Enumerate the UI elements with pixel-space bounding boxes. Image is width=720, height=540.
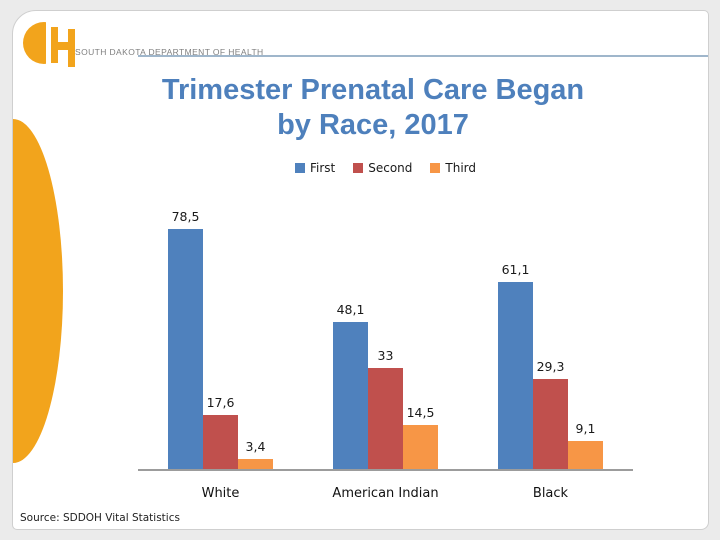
legend-item-first: First (294, 161, 336, 175)
plot-area: 78,5 17,6 3,4 48,1 33 14,5 61,1 29,3 9,1 (138, 199, 633, 469)
bar-third-white (238, 459, 273, 469)
decorative-ellipse (13, 119, 63, 463)
legend-item-third: Third (430, 161, 476, 175)
category-axis-labels: White American Indian Black (138, 486, 633, 506)
bar-value-label: 14,5 (406, 405, 435, 420)
legend-label: Second (368, 161, 413, 175)
source-note: Source: SDDOH Vital Statistics (20, 512, 180, 524)
bar-first-black (498, 282, 533, 469)
legend-swatch-third (430, 163, 441, 173)
bar-value-label: 78,5 (171, 209, 200, 224)
legend-item-second: Second (353, 161, 412, 175)
bar-value-label: 61,1 (501, 262, 530, 277)
bar-third-black (568, 441, 603, 469)
legend-label: Third (445, 161, 477, 175)
chart-legend: First Second Third (138, 161, 633, 175)
category-label-american-indian: American Indian (332, 486, 439, 501)
slide-title-line1: Trimester Prenatal Care Began (161, 74, 585, 106)
legend-swatch-first (294, 163, 305, 173)
slide-title: Trimester Prenatal Care Began by Race, 2… (73, 73, 673, 143)
x-axis-line (138, 469, 633, 471)
bar-value-label: 17,6 (206, 395, 235, 410)
bar-second-american-indian (368, 368, 403, 469)
slide-title-line2: by Race, 2017 (277, 109, 469, 141)
category-label-black: Black (532, 486, 569, 501)
category-label-white: White (201, 486, 240, 501)
sddoh-logo-icon (23, 15, 76, 71)
legend-swatch-second (353, 163, 364, 173)
bar-first-white (168, 229, 203, 469)
bar-second-white (203, 415, 238, 469)
bar-value-label: 33 (377, 348, 394, 363)
bar-value-label: 3,4 (245, 439, 266, 454)
header-rule (138, 55, 708, 57)
bar-first-american-indian (333, 322, 368, 469)
legend-label: First (309, 161, 336, 175)
bar-value-label: 48,1 (336, 302, 365, 317)
slide: SOUTH DAKOTA DEPARTMENT OF HEALTH Trimes… (12, 10, 709, 530)
org-name: SOUTH DAKOTA DEPARTMENT OF HEALTH (75, 47, 264, 57)
bar-third-american-indian (403, 425, 438, 469)
bar-second-black (533, 379, 568, 469)
bar-value-label: 9,1 (575, 421, 596, 436)
bar-value-label: 29,3 (536, 359, 565, 374)
